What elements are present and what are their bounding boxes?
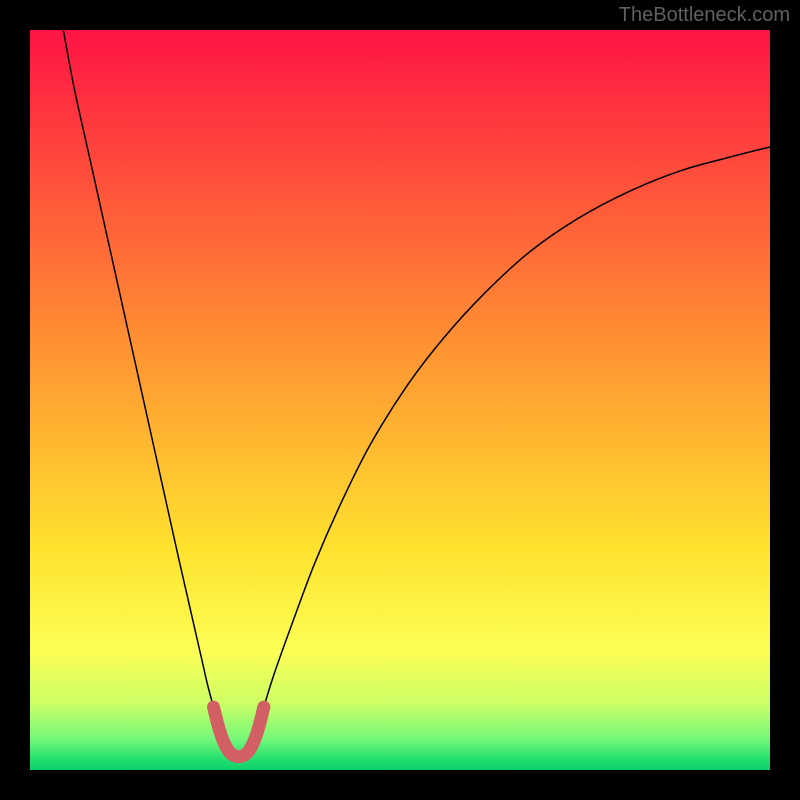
watermark-text: TheBottleneck.com — [619, 4, 790, 27]
plot-svg — [30, 30, 770, 770]
chart-background — [30, 30, 770, 770]
chart-canvas: TheBottleneck.com — [0, 0, 800, 800]
plot-area — [30, 30, 770, 770]
